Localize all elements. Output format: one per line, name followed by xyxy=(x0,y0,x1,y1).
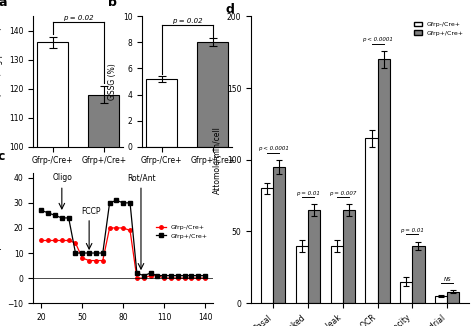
Bar xyxy=(198,42,228,147)
Text: d: d xyxy=(225,4,234,16)
Text: p < 0.0001: p < 0.0001 xyxy=(362,37,393,42)
Gfrp+/Cre+ xyxy=(202,274,208,277)
Gfrp-/Cre+ xyxy=(148,274,154,277)
Text: b: b xyxy=(108,0,117,9)
Gfrp+/Cre+ xyxy=(38,208,44,212)
Gfrp+/Cre+ xyxy=(195,274,201,277)
Gfrp+/Cre+ xyxy=(168,274,174,277)
Bar xyxy=(412,246,425,303)
Gfrp-/Cre+ xyxy=(189,276,194,280)
Gfrp-/Cre+ xyxy=(93,259,99,262)
Text: p = 0.01: p = 0.01 xyxy=(296,191,320,196)
Text: c: c xyxy=(0,150,5,163)
Line: Gfrp+/Cre+: Gfrp+/Cre+ xyxy=(40,199,207,277)
Gfrp+/Cre+ xyxy=(66,216,72,220)
Gfrp-/Cre+ xyxy=(59,239,64,243)
Gfrp-/Cre+ xyxy=(168,276,174,280)
Bar xyxy=(261,188,273,303)
Gfrp-/Cre+ xyxy=(86,259,92,262)
Bar xyxy=(343,210,355,303)
Y-axis label: Attomole/min/cell: Attomole/min/cell xyxy=(212,126,221,194)
Gfrp+/Cre+ xyxy=(100,251,106,255)
Gfrp+/Cre+ xyxy=(175,274,181,277)
Gfrp-/Cre+ xyxy=(134,276,140,280)
Legend: Gfrp-/Cre+, Gfrp+/Cre+: Gfrp-/Cre+, Gfrp+/Cre+ xyxy=(411,20,466,38)
Text: p = 0.01: p = 0.01 xyxy=(401,228,424,233)
Bar xyxy=(273,167,285,303)
Gfrp+/Cre+ xyxy=(59,216,64,220)
Bar xyxy=(296,246,308,303)
Text: NS: NS xyxy=(443,277,451,282)
Gfrp+/Cre+ xyxy=(73,251,78,255)
Gfrp+/Cre+ xyxy=(189,274,194,277)
Gfrp+/Cre+ xyxy=(182,274,188,277)
Text: p = 0.02: p = 0.02 xyxy=(172,18,202,24)
Y-axis label: OCR (pmole/min): OCR (pmole/min) xyxy=(0,202,2,274)
Gfrp+/Cre+ xyxy=(107,201,112,205)
Gfrp-/Cre+ xyxy=(161,276,167,280)
Bar xyxy=(146,79,177,147)
Text: Oligo: Oligo xyxy=(52,173,72,182)
Gfrp+/Cre+ xyxy=(114,199,119,202)
Gfrp-/Cre+ xyxy=(195,276,201,280)
Gfrp+/Cre+ xyxy=(80,251,85,255)
Text: p = 0.007: p = 0.007 xyxy=(329,191,356,196)
Gfrp-/Cre+ xyxy=(155,274,160,277)
Gfrp+/Cre+ xyxy=(52,214,58,217)
Bar xyxy=(447,292,459,303)
Gfrp-/Cre+ xyxy=(46,239,51,243)
Gfrp+/Cre+ xyxy=(148,271,154,275)
Bar xyxy=(308,210,320,303)
Bar xyxy=(435,296,447,303)
Bar xyxy=(331,246,343,303)
Gfrp-/Cre+ xyxy=(66,239,72,243)
Text: p = 0.02: p = 0.02 xyxy=(63,15,93,21)
Gfrp+/Cre+ xyxy=(127,201,133,205)
Gfrp+/Cre+ xyxy=(155,274,160,277)
Gfrp-/Cre+ xyxy=(120,226,126,230)
Bar xyxy=(400,282,412,303)
Legend: Gfrp-/Cre+, Gfrp+/Cre+: Gfrp-/Cre+, Gfrp+/Cre+ xyxy=(154,222,210,241)
Y-axis label: GSSG (%): GSSG (%) xyxy=(108,63,117,100)
Line: Gfrp-/Cre+: Gfrp-/Cre+ xyxy=(40,226,207,280)
Bar xyxy=(89,95,119,326)
Bar xyxy=(37,42,68,326)
Gfrp+/Cre+ xyxy=(86,251,92,255)
Text: Rot/Ant: Rot/Ant xyxy=(128,173,156,182)
Gfrp-/Cre+ xyxy=(38,239,44,243)
Text: a: a xyxy=(0,0,8,9)
Bar xyxy=(378,59,390,303)
Bar xyxy=(365,138,378,303)
Gfrp-/Cre+ xyxy=(100,259,106,262)
Gfrp-/Cre+ xyxy=(73,241,78,245)
Gfrp+/Cre+ xyxy=(120,201,126,205)
Gfrp-/Cre+ xyxy=(114,226,119,230)
Gfrp-/Cre+ xyxy=(202,276,208,280)
Gfrp+/Cre+ xyxy=(141,274,146,277)
Gfrp-/Cre+ xyxy=(52,239,58,243)
Y-axis label: Total GSH (nmol/mg protein): Total GSH (nmol/mg protein) xyxy=(0,27,3,136)
Gfrp+/Cre+ xyxy=(161,274,167,277)
Text: FCCP: FCCP xyxy=(81,207,100,216)
Text: p < 0.0001: p < 0.0001 xyxy=(258,146,289,151)
Gfrp-/Cre+ xyxy=(141,276,146,280)
Gfrp-/Cre+ xyxy=(107,226,112,230)
Gfrp-/Cre+ xyxy=(175,276,181,280)
Gfrp+/Cre+ xyxy=(46,211,51,215)
Gfrp+/Cre+ xyxy=(93,251,99,255)
Gfrp-/Cre+ xyxy=(127,229,133,232)
Gfrp-/Cre+ xyxy=(182,276,188,280)
Gfrp+/Cre+ xyxy=(134,271,140,275)
Gfrp-/Cre+ xyxy=(80,256,85,260)
